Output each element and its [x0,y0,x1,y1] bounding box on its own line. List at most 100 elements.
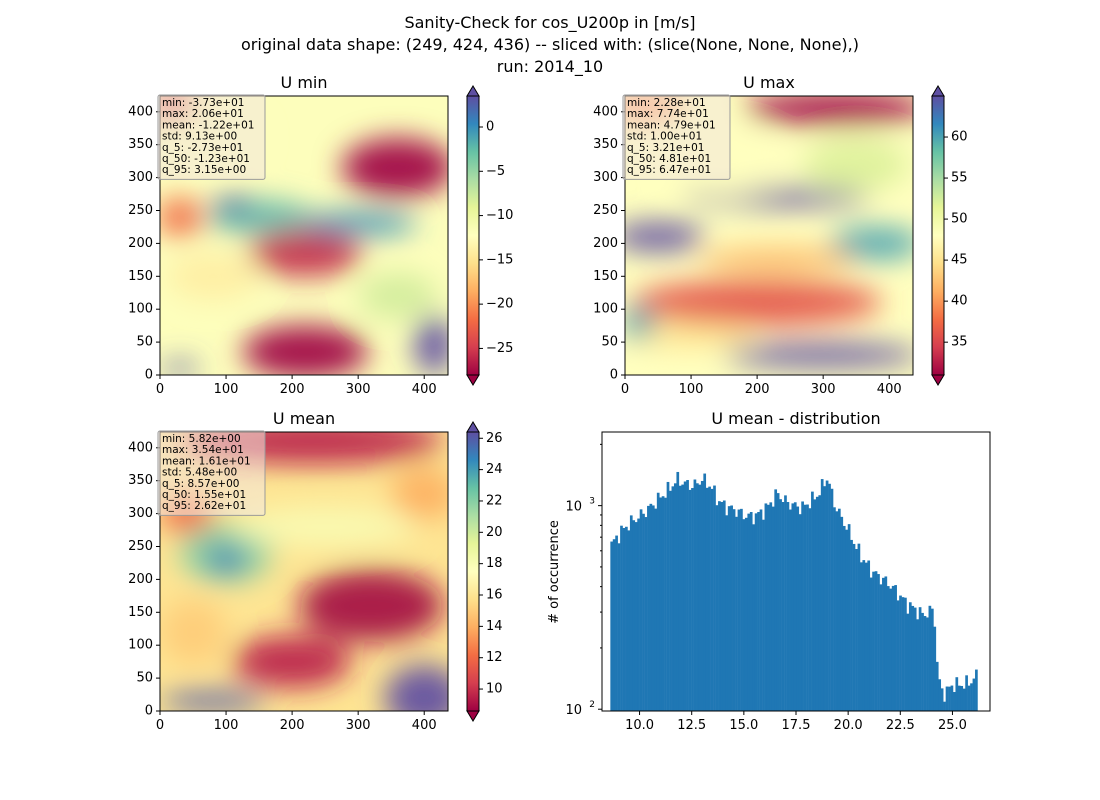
colorbar-tick-label: 26 [486,431,503,446]
histogram-bar [781,502,785,711]
colorbar-tick-label: 60 [951,130,968,145]
panel-title: U max [743,73,795,92]
heatmap-feature [206,546,246,573]
heatmap-feature [212,196,253,212]
stats-line: std: 1.00e+01 [627,131,702,143]
x-tick-label: 200 [280,382,305,397]
histogram-bar [722,500,726,711]
histogram-bar [656,492,660,711]
histogram-bar [806,504,809,711]
x-tick-label: 0 [156,718,164,733]
histogram-bar [874,571,878,711]
x-tick-label: 22.5 [886,718,915,733]
histogram-bar [673,483,677,711]
colorbar-tick-label: 22 [486,493,503,508]
heatmap-feature [160,599,227,665]
stats-line: min: 5.82e+00 [162,433,241,445]
histogram-bar [786,502,790,711]
histogram-bar [886,586,890,711]
x-tick-label: 12.5 [677,718,706,733]
y-tick-label: 300 [128,506,153,521]
histogram-bar [970,683,973,711]
histogram-bar [622,527,626,711]
histogram-bar [842,525,846,711]
histogram-bar [882,577,885,711]
histogram-bar [659,497,662,711]
y-tick-label: 150 [593,269,618,284]
histogram-bar [884,576,888,711]
panel-title: U mean - distribution [711,409,880,428]
stats-line: std: 5.48e+00 [162,467,237,479]
histogram-bar [933,626,937,711]
histogram-bar [913,607,917,711]
x-tick-label: 400 [877,382,902,397]
stats-line: min: 2.28e+01 [627,97,706,109]
histogram-bar [808,508,812,711]
x-tick-label: 400 [412,382,437,397]
stats-line: q_5: 8.57e+00 [162,478,239,490]
histogram-bar [955,677,959,711]
stats-line: q_5: 3.21e+01 [627,142,704,154]
heatmap-feature [232,635,352,688]
stats-line: max: 2.06e+01 [162,108,244,120]
histogram-bar [908,602,912,711]
histogram-bar [691,488,694,711]
heatmap-field [160,96,448,375]
histogram-bar [661,496,665,711]
histogram-bar [945,686,949,711]
histogram-bar [752,524,756,711]
histogram-bar [730,505,733,711]
histogram-bar [632,520,636,711]
y-tick-label: 300 [128,170,153,185]
histogram-bar [921,612,924,711]
histogram-bar [833,507,836,711]
histogram-bar [634,522,638,711]
stats-box [622,94,731,180]
y-tick-label: 200 [593,236,618,251]
stats-line: q_95: 2.62e+01 [162,500,246,512]
stats-line: q_50: 1.55e+01 [162,489,246,501]
histogram-bar [901,597,905,711]
colorbar-frame [466,431,480,712]
histogram-bar [740,508,743,711]
heatmap-feature [803,138,910,191]
heatmap-feature [631,279,883,326]
colorbar-tick-label: −15 [486,252,513,267]
colorbar [932,96,944,375]
heatmap-feature [414,315,448,375]
figure-title-line-2: original data shape: (249, 424, 436) -- … [241,35,859,54]
histogram-bar [654,508,658,711]
y-tick-label: 0 [145,704,153,719]
histogram-bar [906,613,910,711]
histogram-bar [789,509,792,711]
y-tick-label: 150 [128,605,153,620]
y-tick-label: 350 [128,473,153,488]
figure-title-line-3: run: 2014_10 [497,57,603,77]
histogram-bar [867,560,871,711]
histogram-bar [894,585,897,711]
histogram-bar [696,483,699,711]
colorbar [467,432,479,711]
y-tick-label: 50 [136,671,153,686]
histogram-bar [847,524,851,711]
histogram-bar [784,495,787,711]
y-tick-label: 200 [128,572,153,587]
colorbar-tick-label: 35 [951,335,968,350]
heatmap-features [160,432,448,711]
histogram-bar [850,539,853,711]
histogram-bar [840,516,844,711]
y-tick-label: 250 [128,539,153,554]
histogram-bar [671,486,675,711]
histogram-bar [835,511,839,711]
panel-title: U mean [273,409,335,428]
heatmap-feature [249,230,362,277]
histogram-bar [965,675,968,711]
colorbar-frame [931,95,945,376]
histogram-bar [681,484,685,711]
histogram-bar [651,505,655,711]
heatmap-feature [625,322,758,349]
histogram-bar [693,479,697,711]
heatmap-feature [697,246,857,274]
x-tick-label: 10.0 [625,718,654,733]
